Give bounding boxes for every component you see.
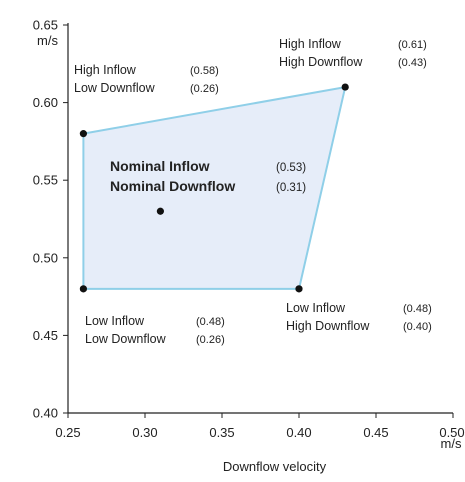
x-unit-label: m/s [441, 436, 462, 451]
y-tick-label: 0.50 [33, 250, 58, 265]
point-label-line2: Low Downflow [74, 81, 156, 95]
x-tick-label: 0.30 [132, 425, 157, 440]
point-value-1: (0.61) [398, 39, 427, 51]
y-tick-label: 0.55 [33, 173, 58, 188]
point-label-line1: High Inflow [279, 37, 342, 51]
nominal-value-2: (0.31) [276, 182, 306, 194]
point-value-2: (0.43) [398, 57, 427, 69]
corner-point [79, 130, 87, 138]
x-tick-label: 0.25 [55, 425, 80, 440]
y-tick-label: 0.45 [33, 328, 58, 343]
point-value-1: (0.48) [196, 316, 225, 328]
point-label-line1: High Inflow [74, 63, 137, 77]
point-label-line1: Low Inflow [286, 301, 346, 315]
corner-point [79, 285, 87, 293]
nominal-value-1: (0.53) [276, 162, 306, 174]
nominal-label-line1: Nominal Inflow [110, 158, 210, 174]
x-tick-label: 0.40 [286, 425, 311, 440]
point-label-line2: High Downflow [286, 319, 370, 333]
nominal-label-line2: Nominal Downflow [110, 178, 235, 194]
point-label-line2: Low Downflow [85, 332, 167, 346]
y-tick-label: 0.60 [33, 95, 58, 110]
y-tick-label: 0.65 [33, 18, 58, 33]
y-unit-label: m/s [37, 33, 58, 48]
point-value-1: (0.58) [190, 65, 219, 77]
point-value-2: (0.26) [190, 83, 219, 95]
x-axis-title: Downflow velocity [223, 459, 327, 474]
point-label-line1: Low Inflow [85, 314, 145, 328]
point-value-2: (0.40) [403, 321, 432, 333]
nominal-point [156, 207, 164, 215]
point-label-line2: High Downflow [279, 55, 363, 69]
x-tick-label: 0.35 [209, 425, 234, 440]
x-tick-label: 0.50 [439, 425, 464, 440]
point-value-2: (0.26) [196, 334, 225, 346]
point-value-1: (0.48) [403, 303, 432, 315]
x-tick-label: 0.45 [363, 425, 388, 440]
y-tick-label: 0.40 [33, 406, 58, 421]
corner-point [341, 83, 349, 91]
corner-point [295, 285, 303, 293]
